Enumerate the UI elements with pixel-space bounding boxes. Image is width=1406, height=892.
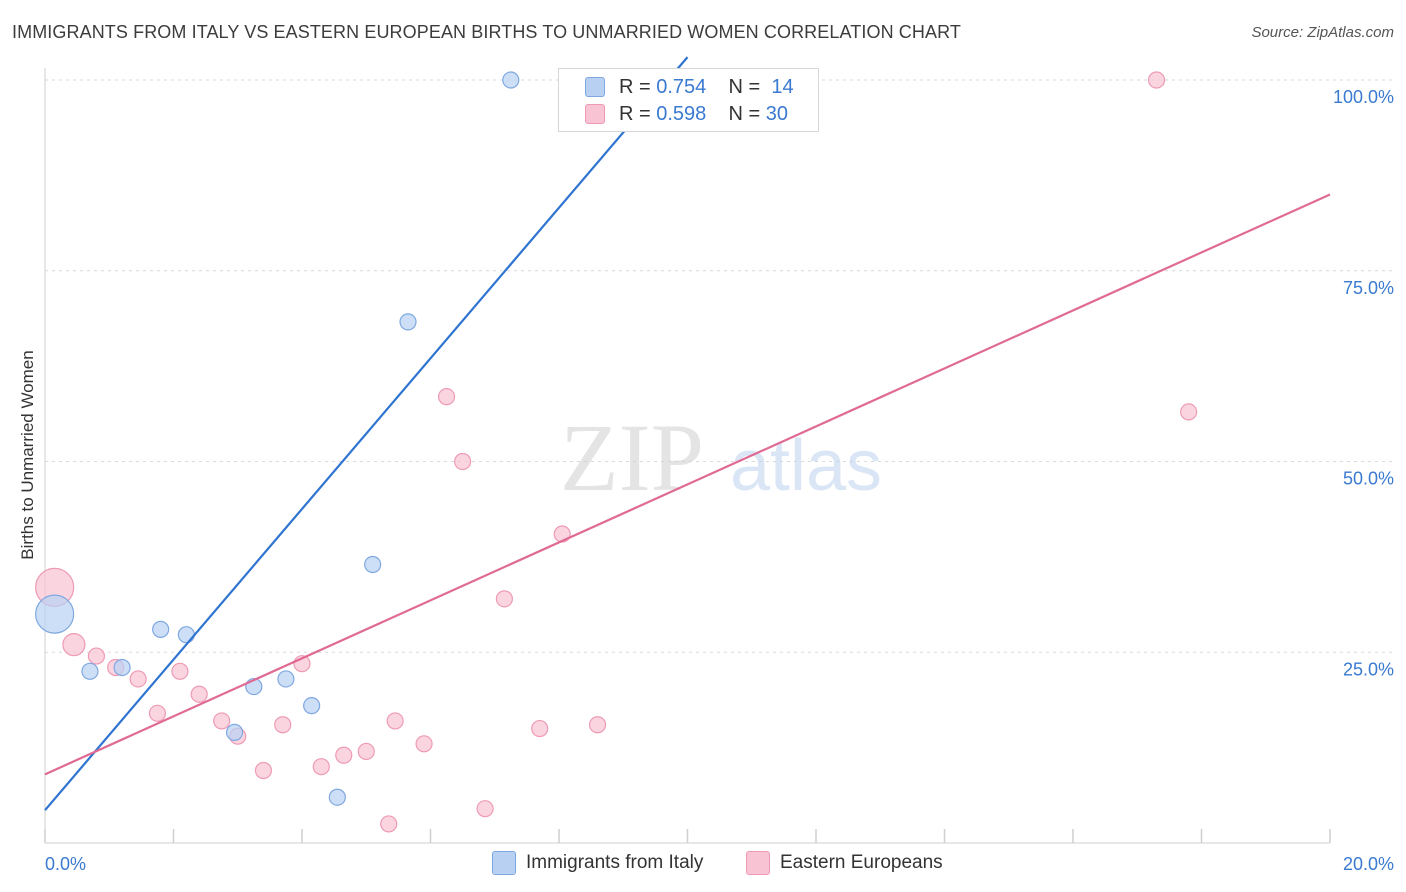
legend-n-label: N = xyxy=(728,75,766,98)
legend-swatch-eastern xyxy=(746,851,770,875)
italy-point xyxy=(177,626,195,644)
legend-n-label: N = xyxy=(728,102,766,125)
y-tick-label: 25.0% xyxy=(1343,659,1394,679)
legend-n-value: 14 xyxy=(771,75,794,98)
italy-point xyxy=(113,658,131,677)
legend-r-value: 0.754 xyxy=(656,75,707,98)
watermark-atlas: atlas xyxy=(730,426,882,506)
gridlines xyxy=(45,79,1395,653)
eastern-europeans-point xyxy=(1147,71,1166,89)
y-tick-label: 100.0% xyxy=(1333,87,1394,107)
italy-point xyxy=(328,788,346,806)
italy-point xyxy=(277,670,295,688)
legend-label-eastern: Eastern Europeans xyxy=(780,852,943,873)
trendlines xyxy=(44,56,1331,811)
eastern-europeans-point xyxy=(476,800,494,818)
italy-trendline xyxy=(44,56,689,811)
italy-point xyxy=(225,723,244,741)
eastern-europeans-point xyxy=(312,758,330,776)
legend-r-label: R = xyxy=(619,75,657,98)
eastern-europeans-point xyxy=(274,716,292,734)
eastern-europeans-point xyxy=(437,388,456,406)
italy-point xyxy=(303,697,321,715)
italy-point xyxy=(152,620,170,638)
eastern-europeans-point xyxy=(148,704,167,722)
eastern-europeans-point xyxy=(254,761,273,780)
eastern-europeans-point xyxy=(454,452,472,471)
eastern-europeans-point xyxy=(588,716,607,734)
eastern-europeans-point xyxy=(335,746,353,764)
legend-swatch-italy xyxy=(492,851,516,875)
legend-label-italy: Immigrants from Italy xyxy=(526,852,704,873)
series-legend: Immigrants from Italy Eastern Europeans xyxy=(0,851,1406,877)
legend-n-value: 30 xyxy=(765,102,789,125)
legend-item-eastern: Eastern Europeans xyxy=(746,851,943,875)
axes xyxy=(44,68,1331,844)
italy-point xyxy=(364,555,382,574)
legend-swatch-italy xyxy=(585,77,605,97)
italy-point xyxy=(35,594,75,634)
watermark-zip: ZIP xyxy=(560,404,704,511)
eastern-europeans-trendline xyxy=(44,193,1331,776)
eastern-europeans-point xyxy=(87,647,106,665)
legend-r-value: 0.598 xyxy=(656,102,707,125)
watermark: ZIP atlas xyxy=(560,404,882,511)
eastern-europeans-point xyxy=(62,633,86,657)
legend-swatch-eastern xyxy=(585,104,605,124)
source-label: Source: ZipAtlas.com xyxy=(1251,24,1394,41)
eastern-europeans-point xyxy=(380,815,398,833)
eastern-europeans-point xyxy=(386,712,404,730)
italy-point xyxy=(81,662,99,680)
eastern-europeans-point xyxy=(213,712,231,730)
chart-title: IMMIGRANTS FROM ITALY VS EASTERN EUROPEA… xyxy=(12,22,961,42)
italy-points xyxy=(35,71,652,806)
tick-labels: 25.0% 50.0% 75.0% 100.0% 0.0% 20.0% xyxy=(45,87,1394,874)
eastern-europeans-point xyxy=(171,662,189,680)
eastern-europeans-point xyxy=(357,742,375,761)
italy-point xyxy=(502,71,520,89)
eastern-europeans-point xyxy=(129,670,147,688)
eastern-europeans-point xyxy=(415,735,433,753)
y-tick-label: 75.0% xyxy=(1343,278,1394,298)
legend-item-italy: Immigrants from Italy xyxy=(492,851,703,875)
eastern-europeans-point xyxy=(1180,403,1198,421)
y-tick-label: 50.0% xyxy=(1343,469,1394,489)
eastern-europeans-point xyxy=(190,685,208,703)
eastern-europeans-point xyxy=(531,719,549,738)
eastern-europeans-point xyxy=(495,590,513,608)
italy-point xyxy=(399,313,417,331)
x-tick-label: 20.0% xyxy=(1343,854,1394,874)
legend-r-label: R = xyxy=(619,102,657,125)
x-tick-label: 0.0% xyxy=(45,854,86,874)
stats-legend: R = 0.754 N = 14 R = 0.598 N = 30 xyxy=(558,68,819,132)
